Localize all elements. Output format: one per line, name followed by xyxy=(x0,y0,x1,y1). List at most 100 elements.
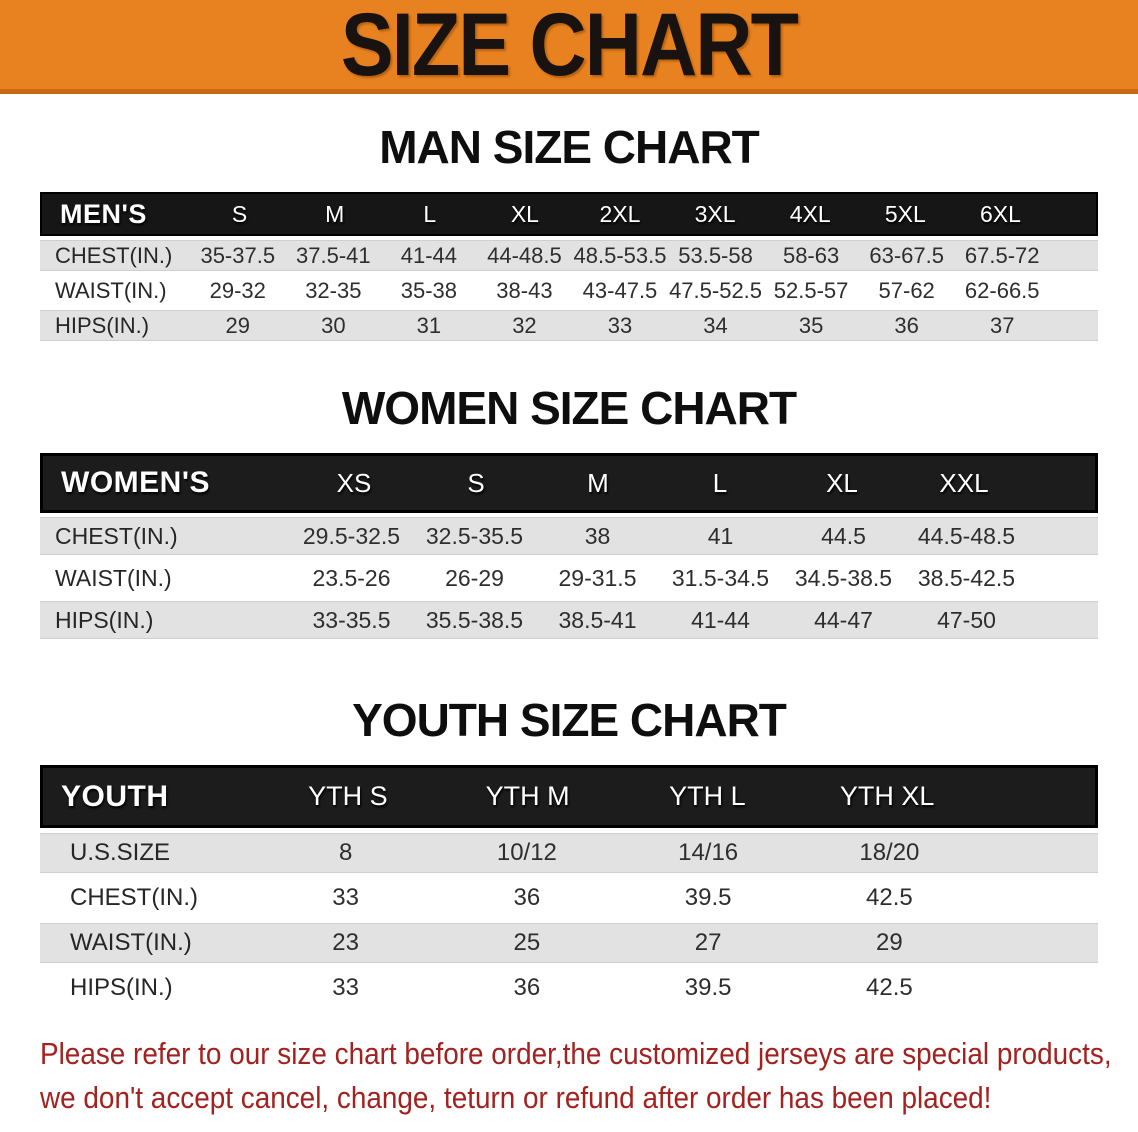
row-label: HIPS(IN.) xyxy=(55,606,154,633)
cell-value: 33 xyxy=(332,974,359,1001)
column-header: 5XL xyxy=(884,200,926,227)
table-row: CHEST(IN.) 33 36 39.5 42.5 xyxy=(40,878,1098,918)
size-table: WOMEN'S XS S M L XL XXL CHEST(IN.) 29.5-32.5 32.5… xyxy=(40,453,1098,639)
size-section-2: YOUTH SIZE CHART YOUTH YTH S YTH M YTH L YTH … xyxy=(0,697,1138,1008)
column-header: XL xyxy=(510,200,539,227)
column-header: XXL xyxy=(939,467,989,498)
table-row: HIPS(IN.) 33 36 39.5 42.5 xyxy=(40,968,1098,1008)
cell-value: 35-37.5 xyxy=(200,242,276,268)
table-row: HIPS(IN.) 29 30 31 32 33 34 35 36 37 xyxy=(40,310,1098,341)
column-header: 6XL xyxy=(979,200,1021,227)
column-header: XL xyxy=(826,467,858,498)
table-header-row: YOUTH YTH S YTH M YTH L YTH XL xyxy=(40,765,1098,828)
cell-value: 26-29 xyxy=(445,564,504,591)
cell-value: 36 xyxy=(513,974,541,1001)
column-header: M xyxy=(325,200,345,227)
cell-value: 39.5 xyxy=(684,884,732,911)
column-header: XS xyxy=(336,467,372,498)
cell-value: 35.5-38.5 xyxy=(425,606,524,633)
disclaimer: Please refer to our size chart before or… xyxy=(40,1032,1112,1120)
table-row: WAIST(IN.) 23 25 27 29 xyxy=(40,923,1098,963)
table-row: WAIST(IN.) 23.5-26 26-29 29-31.5 31.5-34.5 34… xyxy=(40,559,1098,597)
table-row: HIPS(IN.) 33-35.5 35.5-38.5 38.5-41 41-44 44-… xyxy=(40,601,1098,639)
cell-value: 42.5 xyxy=(866,974,913,1001)
column-header: 3XL xyxy=(694,200,736,227)
cell-value: 14/16 xyxy=(678,839,739,866)
row-label: WAIST(IN.) xyxy=(55,564,172,591)
row-label: CHEST(IN.) xyxy=(70,884,198,911)
table-row: U.S.SIZE 8 10/12 14/16 18/20 xyxy=(40,833,1098,873)
cell-value: 37 xyxy=(989,312,1015,338)
size-section-1: WOMEN SIZE CHART WOMEN'S XS S M L XL XXL CHEST(I… xyxy=(0,385,1138,639)
column-header: 4XL xyxy=(789,200,831,227)
cell-value: 31.5-34.5 xyxy=(671,564,770,591)
cell-value: 38.5-42.5 xyxy=(917,564,1016,591)
cell-value: 37.5-41 xyxy=(296,242,371,268)
cell-value: 41-44 xyxy=(691,606,750,633)
cell-value: 29-32 xyxy=(209,277,266,303)
cell-value: 52.5-57 xyxy=(773,277,849,303)
cell-value: 53.5-58 xyxy=(678,242,753,268)
cell-value: 67.5-72 xyxy=(964,242,1040,268)
table-corner-label: MEN'S xyxy=(60,198,147,229)
section-heading: MAN SIZE CHART xyxy=(379,121,760,173)
cell-value: 44-47 xyxy=(814,606,873,633)
cell-value: 36 xyxy=(894,312,919,338)
cell-value: 44-48.5 xyxy=(487,242,562,268)
cell-value: 33-35.5 xyxy=(312,606,391,633)
section-heading: YOUTH SIZE CHART xyxy=(352,694,787,746)
cell-value: 47.5-52.5 xyxy=(669,277,763,303)
column-header: S xyxy=(231,200,248,227)
page-title: SIZE CHART xyxy=(340,0,799,95)
column-header: 2XL xyxy=(599,200,641,227)
table-corner-label: YOUTH xyxy=(61,779,169,813)
table-row: WAIST(IN.) 29-32 32-35 35-38 38-43 43-47.5 47.… xyxy=(40,275,1098,306)
column-header: L xyxy=(423,200,437,227)
column-header: L xyxy=(712,467,728,498)
size-chart-sections: MAN SIZE CHART MEN'S S M L XL 2XL 3XL 4XL 5XL 6XL C… xyxy=(0,124,1138,1008)
cell-value: 44.5 xyxy=(821,522,866,549)
row-label: WAIST(IN.) xyxy=(70,929,192,956)
cell-value: 34 xyxy=(703,312,728,338)
row-label: HIPS(IN.) xyxy=(55,312,150,338)
column-header: YTH XL xyxy=(839,781,935,811)
row-label: WAIST(IN.) xyxy=(55,277,167,303)
cell-value: 38.5-41 xyxy=(558,606,637,633)
table-corner-label: WOMEN'S xyxy=(61,466,210,499)
disclaimer-line-2: we don't accept cancel, change, teturn o… xyxy=(40,1080,992,1116)
row-label: CHEST(IN.) xyxy=(55,522,178,549)
cell-value: 41-44 xyxy=(400,242,458,268)
cell-value: 35-38 xyxy=(400,277,458,303)
cell-value: 57-62 xyxy=(878,277,935,303)
cell-value: 34.5-38.5 xyxy=(794,564,893,591)
column-header: M xyxy=(587,467,609,498)
banner: SIZE CHART xyxy=(0,0,1138,94)
row-label: HIPS(IN.) xyxy=(70,974,173,1001)
size-table: MEN'S S M L XL 2XL 3XL 4XL 5XL 6XL CHEST(IN.) 35-37… xyxy=(40,192,1098,341)
cell-value: 27 xyxy=(694,929,722,956)
cell-value: 10/12 xyxy=(496,839,557,866)
cell-value: 30 xyxy=(321,312,346,338)
column-header: YTH M xyxy=(485,781,570,811)
table-header-row: MEN'S S M L XL 2XL 3XL 4XL 5XL 6XL xyxy=(40,192,1098,236)
cell-value: 39.5 xyxy=(684,974,732,1001)
cell-value: 47-50 xyxy=(937,606,996,633)
size-section-0: MAN SIZE CHART MEN'S S M L XL 2XL 3XL 4XL 5XL 6XL C… xyxy=(0,124,1138,341)
row-label: CHEST(IN.) xyxy=(55,242,173,268)
cell-value: 42.5 xyxy=(866,884,913,911)
disclaimer-line-1: Please refer to our size chart before or… xyxy=(40,1036,1112,1071)
cell-value: 63-67.5 xyxy=(869,242,944,268)
cell-value: 29.5-32.5 xyxy=(302,522,401,549)
column-header: YTH S xyxy=(308,781,388,811)
cell-value: 23 xyxy=(332,929,359,956)
cell-value: 8 xyxy=(338,839,353,866)
section-heading: WOMEN SIZE CHART xyxy=(341,382,797,434)
cell-value: 23.5-26 xyxy=(312,564,391,591)
cell-value: 58-63 xyxy=(782,242,840,268)
cell-value: 38-43 xyxy=(496,277,553,303)
cell-value: 36 xyxy=(513,884,541,911)
column-header: S xyxy=(467,467,485,498)
cell-value: 29 xyxy=(225,312,251,338)
cell-value: 29 xyxy=(876,929,903,956)
cell-value: 32 xyxy=(512,312,537,338)
